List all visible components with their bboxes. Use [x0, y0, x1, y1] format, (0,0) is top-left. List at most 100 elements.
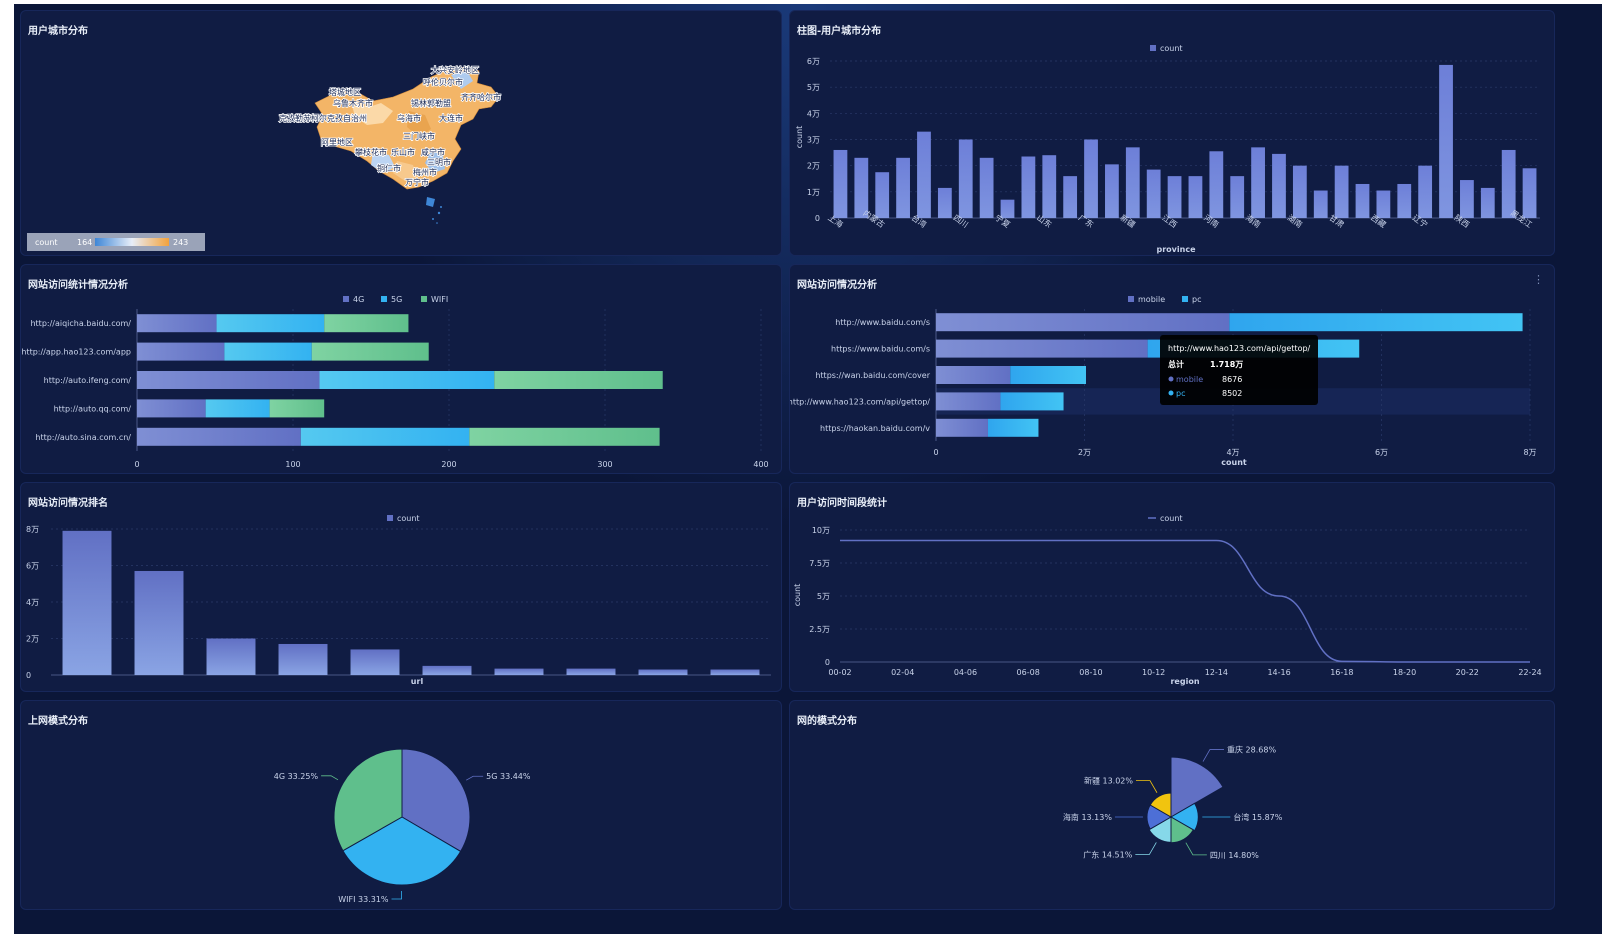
rose-slice — [1149, 792, 1172, 818]
site-stack-ytick: http://auto.qq.com/ — [54, 404, 132, 413]
site-stack-ytick: http://aiqicha.baidu.com/ — [30, 319, 131, 328]
site-stack-bar-segment — [311, 342, 429, 361]
city-bar-ytick: 4万 — [807, 109, 820, 118]
rose-chart[interactable]: 重庆 28.68% 台湾 15.87% 四川 14.80% 广东 14.51% 海南 1… — [790, 701, 1555, 910]
time-line-xtick: 18-20 — [1393, 668, 1416, 677]
city-bar-bar — [917, 131, 931, 218]
net-pie-slice — [333, 748, 403, 852]
city-bar-bar — [896, 157, 910, 218]
time-line-xtick: 04-06 — [954, 668, 977, 677]
tooltip-total-value: 1.718万 — [1210, 360, 1243, 369]
rose-slice — [1169, 802, 1199, 832]
site-stack-bar-segment — [137, 399, 206, 418]
site-mobile-bar-segment — [936, 313, 1230, 332]
rose-label: 海南 13.13% — [1063, 812, 1112, 822]
map-place-label: 三门峡市 — [403, 131, 435, 141]
city-bar-bar — [1251, 147, 1265, 218]
rose-label-line — [1202, 749, 1224, 762]
site-mobile-tooltip: http://www.hao123.com/api/gettop/ 总计 1.7… — [1160, 335, 1318, 405]
site-mobile-xtick: 8万 — [1523, 448, 1536, 457]
site-stack-bar-segment — [205, 399, 270, 418]
city-bar-bar — [1209, 151, 1224, 218]
time-line-legend[interactable]: count — [1148, 514, 1183, 523]
rose-label-line — [1136, 780, 1158, 793]
site-mobile-legend-swatch — [1128, 296, 1134, 302]
city-bar-bar — [833, 149, 848, 218]
net-pie-label: 5G 33.44% — [486, 772, 531, 781]
city-bar-ytick: 0 — [815, 214, 820, 223]
city-bar-legend[interactable]: count — [1150, 44, 1183, 53]
map-place-label: 攀枝花市 — [355, 147, 387, 157]
site-rank-panel-title: 网站访问情况排名 — [28, 498, 108, 509]
city-bar-ylabel: count — [795, 126, 804, 149]
tooltip-mobile-value: 8676 — [1222, 375, 1242, 384]
map-place-label: 铜仁市 — [377, 163, 401, 173]
time-line-ytick: 7.5万 — [809, 559, 830, 568]
net-pie-chart[interactable]: 5G 33.44% WIFI 33.31% 4G 33.25% — [21, 701, 782, 910]
site-stack-xtick: 100 — [285, 460, 300, 469]
time-line-xtick: 14-16 — [1267, 668, 1290, 677]
site-stack-legend-swatch — [421, 296, 427, 302]
tooltip-pc-label: pc — [1176, 389, 1185, 398]
site-rank-bar — [350, 649, 400, 675]
time-line-xtick: 02-04 — [891, 668, 914, 677]
site-stack-legend-label: 4G — [353, 295, 364, 304]
time-line-legend-label: count — [1160, 514, 1183, 523]
city-bar-ytick: 2万 — [807, 162, 820, 171]
site-mobile-ytick: https://haokan.baidu.com/v — [820, 424, 930, 433]
site-stack-bar-segment — [224, 342, 312, 361]
rose-slice — [1148, 816, 1172, 843]
net-pie-panel-title: 上网模式分布 — [28, 716, 88, 727]
rose-label-line — [1135, 842, 1157, 855]
rose-label-line — [1185, 842, 1207, 856]
site-rank-chart[interactable]: count url 0 2万 4万 6万 8万 — [21, 483, 782, 692]
time-line-ytick: 10万 — [812, 526, 830, 535]
site-mobile-panel-title: 网站访问情况分析 — [797, 280, 877, 291]
map-place-label: 呼伦贝尔市 — [423, 77, 463, 87]
map-visual-legend[interactable]: count 164 243 — [27, 233, 205, 251]
city-bar-bar — [1439, 64, 1453, 218]
site-stack-bar-segment — [300, 427, 470, 446]
city-bar-ytick: 3万 — [807, 136, 820, 145]
time-line-chart[interactable]: count count region 0 2.5万 5万 7.5万 10万 00-02 02… — [790, 483, 1555, 692]
more-options-icon[interactable]: ⋮ — [1533, 274, 1544, 286]
site-mobile-xtick: 4万 — [1226, 448, 1239, 457]
site-rank-ytick: 2万 — [26, 635, 39, 644]
city-bar-bar — [1460, 180, 1474, 218]
site-stack-chart[interactable]: 4G 5G WIFI 0 100 200 300 400 http://aiqicha.baid… — [21, 265, 782, 474]
site-mobile-chart[interactable]: count mobile pc 0 2万 4万 6万 8万 http://www.baidu.… — [790, 265, 1555, 474]
site-stack-panel: 网站访问统计情况分析 4G 5G WIFI 0 100 200 300 400 http://a… — [20, 264, 782, 474]
city-bar-bar — [1334, 165, 1349, 218]
map-legend-min: 164 — [77, 238, 92, 247]
site-stack-bar-segment — [469, 427, 660, 446]
site-rank-bar — [278, 643, 328, 675]
site-stack-bar-segment — [137, 314, 217, 333]
site-mobile-bar-segment — [936, 392, 1001, 411]
site-rank-bar — [566, 668, 616, 675]
city-bar-bar — [1125, 147, 1140, 218]
site-stack-xtick: 0 — [134, 460, 139, 469]
city-bar-panel-title: 柱图-用户城市分布 — [797, 26, 882, 37]
site-mobile-bar-segment — [1000, 392, 1064, 411]
rose-panel-title: 网的模式分布 — [797, 716, 857, 727]
city-bar-bar — [1146, 169, 1161, 218]
time-line-xtick: 10-12 — [1142, 668, 1165, 677]
site-rank-bar — [638, 669, 688, 675]
city-bar-bar — [1188, 176, 1203, 218]
net-pie-label: 4G 33.25% — [274, 772, 319, 781]
time-line-panel: 用户访问时间段统计 count count region 0 2.5万 5万 7.5万… — [789, 482, 1555, 692]
city-bar-xlabel: province — [1157, 245, 1197, 254]
map-legend-max: 243 — [173, 238, 188, 247]
city-bar-bar — [1167, 176, 1182, 218]
site-rank-legend[interactable]: count — [387, 514, 420, 523]
city-bar-chart[interactable]: count count province 01万2万3万4万5万6万上海 内蒙古台… — [790, 11, 1555, 256]
tooltip-mobile-label: mobile — [1176, 375, 1203, 384]
time-line-ylabel: count — [793, 584, 802, 607]
tooltip-total-label: 总计 — [1168, 359, 1184, 369]
tooltip-title: http://www.hao123.com/api/gettop/ — [1168, 344, 1311, 353]
china-map-shape[interactable] — [314, 66, 500, 224]
time-line-xtick: 00-02 — [828, 668, 851, 677]
site-stack-panel-title: 网站访问统计情况分析 — [28, 280, 128, 291]
